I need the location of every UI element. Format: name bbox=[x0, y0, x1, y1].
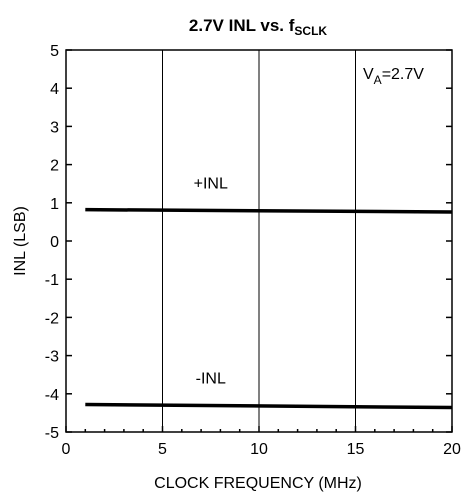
y-tick-label: -4 bbox=[45, 387, 59, 404]
x-tick-labels: 0 5 10 15 20 bbox=[62, 441, 461, 458]
series-label: -INL bbox=[196, 370, 226, 387]
annotation-main: V bbox=[363, 66, 374, 83]
series-labels: +INL -INL bbox=[194, 176, 228, 388]
y-tick-label: -3 bbox=[45, 349, 59, 366]
x-tick-label: 5 bbox=[158, 441, 167, 458]
x-tick-label: 15 bbox=[347, 441, 365, 458]
y-tick-label: 5 bbox=[50, 43, 59, 60]
series-line bbox=[85, 207, 453, 214]
x-tick-label: 0 bbox=[62, 441, 71, 458]
chart-title: 2.7V INL vs. fSCLK bbox=[189, 16, 328, 38]
y-tick-label: 3 bbox=[50, 119, 59, 136]
annotation-rest: =2.7V bbox=[382, 66, 425, 83]
y-tick-label: 2 bbox=[50, 158, 59, 175]
series-lines bbox=[85, 207, 453, 410]
x-tick-label: 20 bbox=[443, 441, 461, 458]
supply-voltage-annotation: VA=2.7V bbox=[363, 66, 424, 87]
y-tick-label: 4 bbox=[50, 81, 59, 98]
y-tick-label: -1 bbox=[45, 272, 59, 289]
y-tick-label: 0 bbox=[50, 234, 59, 251]
y-tick-labels: -5 -4 -3 -2 -1 0 1 2 3 4 5 bbox=[45, 43, 59, 442]
series-label: +INL bbox=[194, 176, 228, 193]
y-tick-label: -5 bbox=[45, 425, 59, 442]
annotation-subscript: A bbox=[374, 73, 382, 87]
chart-title-main: 2.7V INL vs. f bbox=[189, 16, 295, 35]
chart-title-subscript: SCLK bbox=[294, 24, 327, 38]
y-axis-label: INL (LSB) bbox=[12, 206, 29, 276]
grid-lines bbox=[162, 50, 356, 432]
series-line bbox=[85, 402, 453, 410]
y-tick-label: 1 bbox=[50, 196, 59, 213]
y-tick-label: -2 bbox=[45, 310, 59, 327]
x-axis-label: CLOCK FREQUENCY (MHz) bbox=[154, 475, 362, 492]
tick-marks bbox=[65, 49, 453, 433]
x-tick-label: 10 bbox=[250, 441, 268, 458]
